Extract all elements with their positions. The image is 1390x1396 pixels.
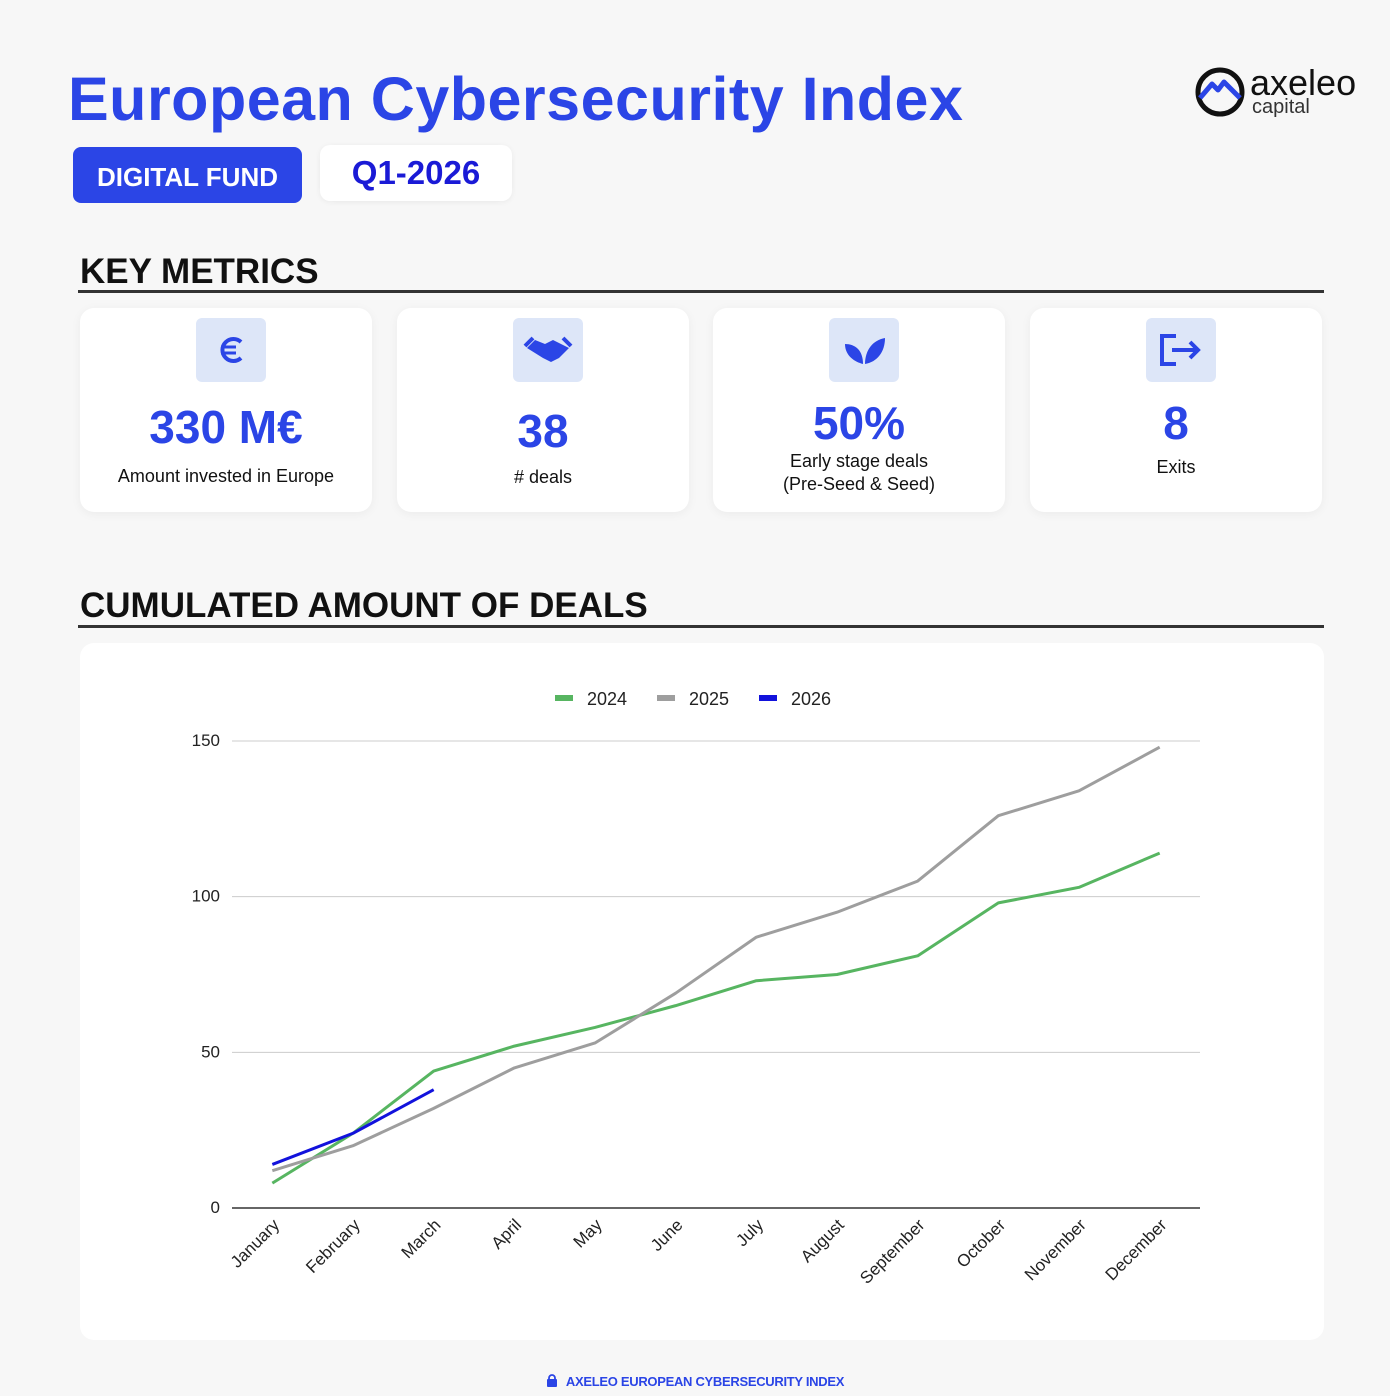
x-tick-label: June	[647, 1215, 687, 1255]
legend-label: 2024	[587, 689, 627, 709]
legend-swatch	[555, 695, 573, 701]
x-tick-label: October	[953, 1215, 1009, 1271]
metric-card: 50% Early stage deals (Pre-Seed & Seed)	[713, 308, 1005, 512]
x-tick-label: March	[398, 1215, 445, 1262]
y-tick-label: 150	[192, 731, 220, 750]
metric-card: 330 M€ Amount invested in Europe	[80, 308, 372, 512]
x-tick-label: April	[488, 1215, 525, 1252]
section-heading: KEY METRICS	[80, 252, 319, 291]
legend-swatch	[759, 695, 777, 701]
period-badge: Q1-2026	[320, 145, 512, 201]
title: European Cybersecurity Index	[68, 65, 964, 133]
legend-swatch	[657, 695, 675, 701]
lock-icon	[546, 1374, 557, 1387]
section-rule	[78, 625, 1324, 628]
metric-label: # deals	[513, 467, 573, 487]
fund-badge: DIGITAL FUND	[73, 147, 302, 203]
legend-label: 2025	[689, 689, 729, 709]
metric-value: 330 M€	[149, 401, 303, 453]
metric-label: Amount invested in Europe	[117, 466, 335, 486]
y-tick-label: 0	[211, 1198, 220, 1217]
x-tick-label: December	[1102, 1215, 1171, 1284]
metric-card: 8 Exits	[1030, 308, 1322, 512]
series-line	[271, 851, 1161, 1185]
x-tick-label: February	[302, 1215, 364, 1277]
metric-card: 38 # deals	[397, 308, 689, 512]
series-line	[271, 1088, 435, 1166]
logo-icon	[1195, 67, 1245, 117]
x-tick-label: July	[732, 1215, 767, 1250]
footer-text: AXELEO EUROPEAN CYBERSECURITY INDEX	[565, 1374, 845, 1389]
section-heading: CUMULATED AMOUNT OF DEALS	[80, 586, 648, 625]
x-tick-label: May	[570, 1215, 606, 1251]
metric-value: 38	[517, 405, 569, 457]
section-rule	[78, 290, 1324, 293]
footer: AXELEO EUROPEAN CYBERSECURITY INDEX	[0, 1374, 1390, 1389]
euro-icon	[196, 318, 266, 382]
x-tick-label: January	[227, 1215, 284, 1272]
metric-value: 50%	[812, 397, 906, 449]
y-tick-label: 100	[192, 887, 220, 906]
metric-label: Exits	[1156, 457, 1196, 477]
chart: 0 50 100 150 January February March April May Jun…	[192, 689, 1200, 1288]
metric-label: Early stage deals (Pre-Seed & Seed)	[782, 451, 936, 494]
x-tick-label: November	[1021, 1215, 1090, 1284]
legend-label: 2026	[791, 689, 831, 709]
x-tick-label: August	[797, 1215, 848, 1266]
logo-name: axeleo	[1250, 62, 1357, 103]
series-line	[271, 745, 1161, 1173]
logo-sub: capital	[1252, 96, 1310, 118]
x-tick-label: September	[856, 1215, 928, 1287]
sprout-icon	[829, 318, 899, 382]
metric-value: 8	[1163, 397, 1189, 449]
y-tick-label: 50	[201, 1042, 220, 1061]
chart-card: 0 50 100 150 January February March April May Jun…	[80, 643, 1324, 1340]
exit-icon	[1146, 318, 1216, 382]
handshake-icon	[513, 318, 583, 382]
